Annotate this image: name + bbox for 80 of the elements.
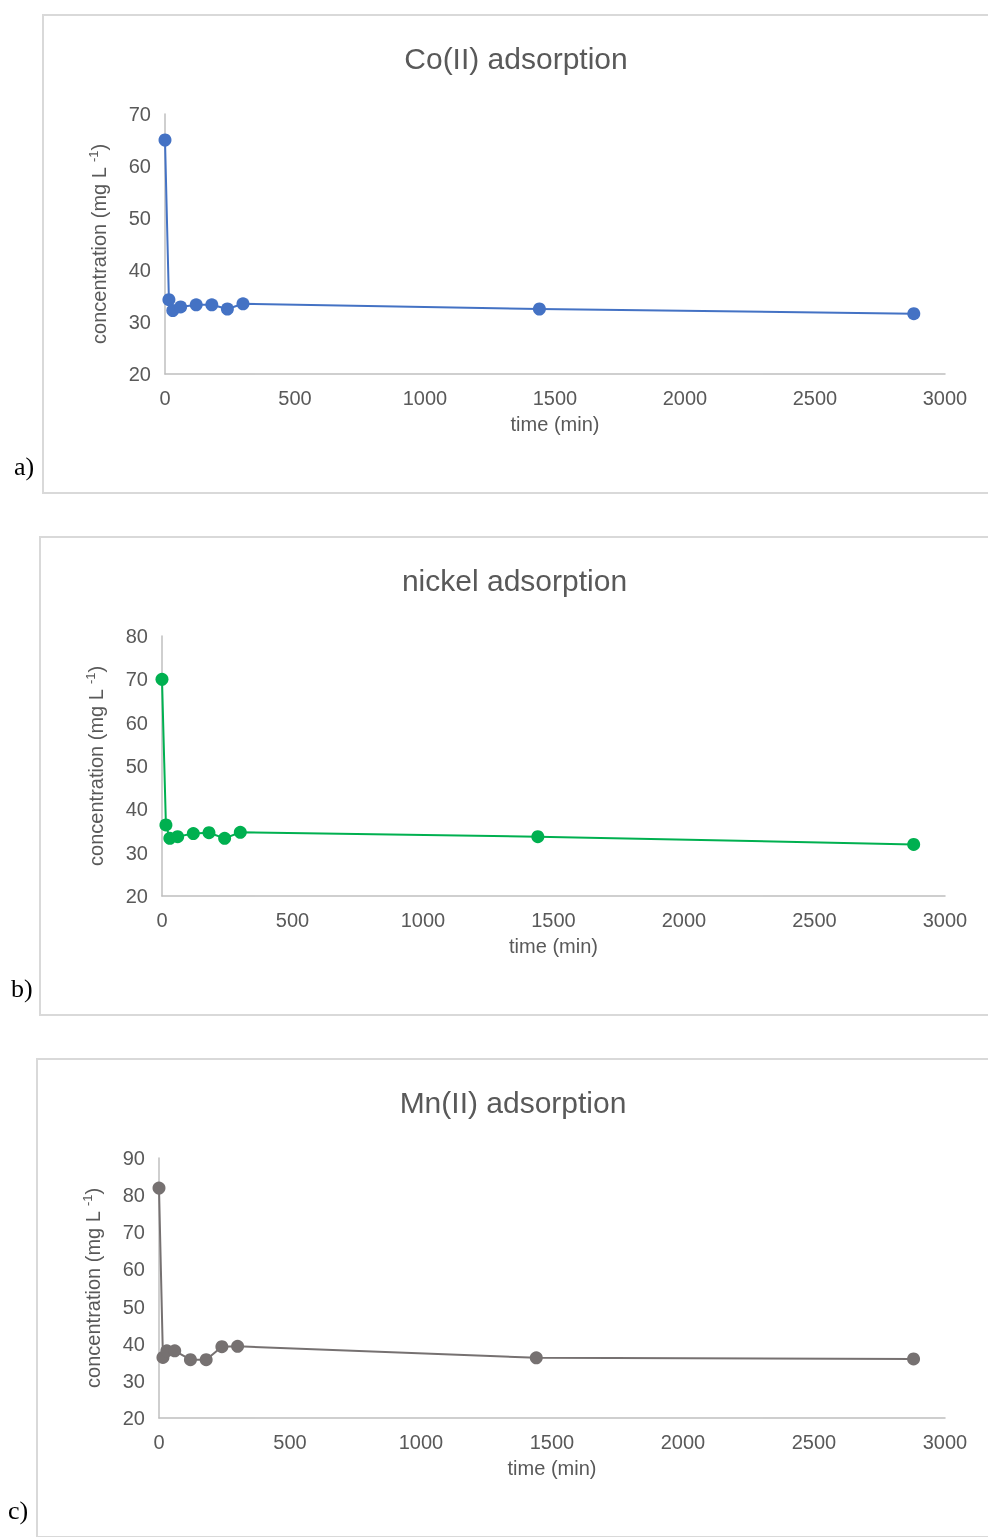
- point: [186, 827, 200, 841]
- point: [174, 300, 188, 314]
- y-tick-label: 80: [122, 1184, 145, 1207]
- x-tick-label: 1500: [529, 1431, 575, 1453]
- x-axis-title: time (min): [510, 413, 600, 435]
- x-tick-label: 0: [156, 909, 168, 931]
- y-axis-title: concentration (mg L -1): [83, 665, 107, 866]
- point: [205, 298, 219, 312]
- x-tick-label: 1000: [402, 387, 448, 409]
- x-tick-label: 3000: [922, 909, 968, 931]
- point: [220, 302, 234, 316]
- point: [907, 307, 921, 321]
- y-axis-title: concentration (mg L -1): [86, 143, 110, 344]
- x-tick-label: 2000: [661, 909, 707, 931]
- chart-title: Co(II) adsorption: [404, 41, 628, 75]
- y-tick-label: 80: [125, 625, 148, 647]
- x-tick-label: 1500: [531, 909, 576, 931]
- x-tick-label: 0: [159, 387, 171, 409]
- point: [231, 1339, 245, 1353]
- y-tick-label: 20: [125, 885, 148, 907]
- y-tick-label: 30: [122, 1369, 145, 1392]
- x-tick-label: 0: [153, 1431, 165, 1453]
- y-tick-label: 50: [128, 207, 151, 229]
- x-axis-title: time (min): [509, 935, 598, 957]
- y-tick-label: 50: [125, 755, 148, 777]
- x-tick-label: 1000: [400, 909, 446, 931]
- x-tick-label: 3000: [922, 1431, 968, 1453]
- point: [236, 297, 250, 311]
- point: [189, 298, 203, 312]
- point: [162, 293, 176, 307]
- text: c): [8, 1496, 29, 1526]
- point: [168, 1344, 182, 1358]
- x-axis-title: time (min): [507, 1457, 597, 1479]
- y-tick-label: 30: [128, 311, 151, 333]
- x-tick-label: 500: [273, 1431, 307, 1453]
- y-tick-label: 40: [122, 1332, 145, 1355]
- point: [532, 302, 546, 316]
- y-tick-label: 40: [125, 798, 148, 821]
- point: [531, 830, 545, 844]
- point: [233, 825, 247, 839]
- y-tick-label: 30: [125, 841, 148, 864]
- y-tick-label: 60: [128, 155, 151, 177]
- point: [529, 1351, 543, 1365]
- point: [152, 1181, 166, 1195]
- point: [199, 1353, 213, 1367]
- chart-title: nickel adsorption: [401, 563, 628, 597]
- x-tick-label: 500: [278, 387, 312, 409]
- point: [215, 1340, 229, 1354]
- text: a): [14, 452, 35, 482]
- x-tick-label: 1000: [398, 1431, 444, 1453]
- x-tick-label: 2500: [792, 909, 837, 931]
- text: b): [11, 974, 33, 1004]
- y-tick-label: 70: [128, 103, 151, 125]
- y-tick-label: 40: [128, 259, 151, 281]
- x-tick-label: 2000: [660, 1431, 706, 1453]
- y-tick-label: 70: [122, 1221, 145, 1244]
- point: [159, 818, 173, 832]
- point: [907, 837, 921, 851]
- y-tick-label: 50: [122, 1295, 145, 1318]
- x-tick-label: 1500: [532, 387, 578, 409]
- point: [202, 826, 216, 840]
- x-tick-label: 2500: [792, 387, 838, 409]
- y-axis-title: concentration (mg L -1): [80, 1187, 104, 1388]
- point: [158, 133, 172, 147]
- x-tick-label: 3000: [922, 387, 968, 409]
- point: [171, 830, 185, 844]
- point: [183, 1353, 197, 1367]
- point: [155, 672, 169, 686]
- y-tick-label: 90: [122, 1147, 145, 1169]
- x-tick-label: 2500: [791, 1431, 837, 1453]
- point: [218, 831, 232, 845]
- y-tick-label: 20: [128, 363, 151, 385]
- y-tick-label: 60: [125, 711, 148, 734]
- point: [907, 1352, 921, 1366]
- chart-title: Mn(II) adsorption: [399, 1085, 627, 1119]
- y-tick-label: 60: [122, 1258, 145, 1281]
- y-tick-label: 70: [125, 668, 148, 691]
- y-tick-label: 20: [122, 1407, 145, 1429]
- x-tick-label: 500: [275, 909, 310, 931]
- x-tick-label: 2000: [662, 387, 708, 409]
